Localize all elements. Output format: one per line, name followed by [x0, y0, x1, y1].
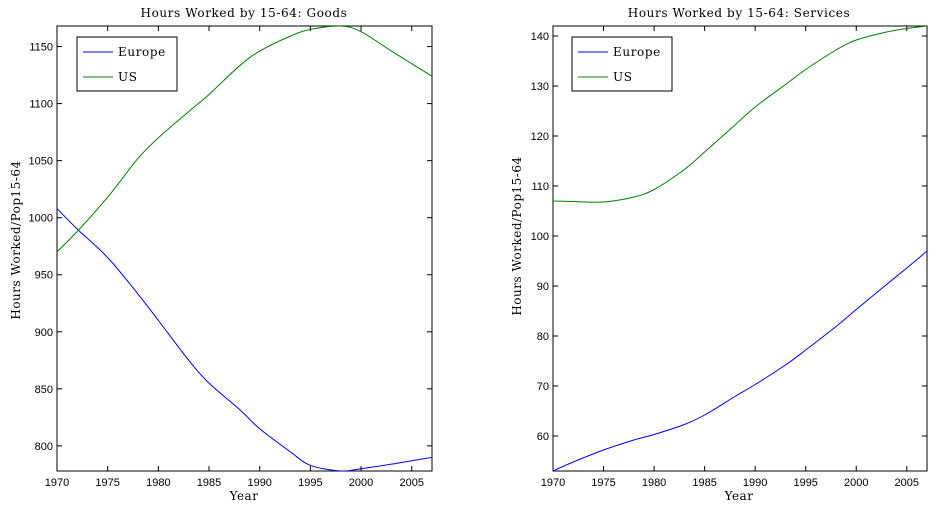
services-y-axis-label: Hours Worked/Pop15-64 — [510, 156, 524, 315]
services-y-tick-label: 80 — [537, 331, 549, 343]
goods-y-tick-label: 800 — [35, 441, 53, 453]
services-x-axis-label: Year — [724, 489, 754, 503]
services-x-tick-label: 1990 — [743, 477, 767, 489]
services-x-tick-label: 2005 — [895, 477, 919, 489]
services-legend-label-us: US — [613, 70, 633, 84]
goods-y-axis-label: Hours Worked/Pop15-64 — [9, 160, 23, 319]
goods-x-tick-label: 1980 — [146, 477, 170, 489]
goods-x-tick-label: 1985 — [197, 477, 221, 489]
services-y-tick-label: 140 — [531, 31, 549, 43]
goods-x-tick-label: 1970 — [45, 477, 69, 489]
goods-y-tick-label: 1100 — [29, 99, 53, 111]
services-y-tick-label: 120 — [531, 131, 549, 143]
services-legend-box — [571, 36, 673, 92]
services-x-tick-label: 1980 — [642, 477, 666, 489]
goods-legend-box — [76, 36, 178, 92]
goods-x-tick-label: 2000 — [349, 477, 373, 489]
goods-y-tick-label: 950 — [35, 270, 53, 282]
services-y-tick-label: 100 — [531, 231, 549, 243]
goods-chart-panel: Hours Worked by 15-64: Goods Year Hours … — [9, 6, 433, 503]
services-y-tick-label: 70 — [537, 381, 549, 393]
services-y-tick-label: 90 — [537, 281, 549, 293]
services-y-tick-label: 60 — [537, 431, 549, 443]
services-legend-label-europe: Europe — [613, 45, 661, 59]
services-x-tick-label: 1975 — [591, 477, 615, 489]
goods-x-tick-label: 1995 — [298, 477, 322, 489]
services-series-line-us — [553, 26, 927, 203]
services-y-tick-label: 110 — [531, 181, 549, 193]
goods-x-tick-label: 2005 — [399, 477, 423, 489]
goods-series-line-europe — [57, 208, 432, 471]
goods-y-tick-label: 850 — [35, 384, 53, 396]
services-y-tick-label: 130 — [531, 81, 549, 93]
services-x-tick-label: 2000 — [844, 477, 868, 489]
services-chart-title: Hours Worked by 15-64: Services — [628, 6, 850, 20]
goods-chart-title: Hours Worked by 15-64: Goods — [141, 6, 348, 20]
goods-x-axis-label: Year — [229, 489, 259, 503]
services-chart-panel: Hours Worked by 15-64: Services Year Hou… — [510, 6, 928, 503]
goods-plot-frame — [56, 25, 433, 472]
goods-y-tick-label: 1050 — [29, 156, 53, 168]
goods-x-tick-label: 1975 — [95, 477, 119, 489]
goods-x-tick-label: 1990 — [247, 477, 271, 489]
goods-y-tick-label: 900 — [35, 327, 53, 339]
goods-legend-label-europe: Europe — [118, 45, 166, 59]
services-x-tick-label: 1970 — [541, 477, 565, 489]
services-x-tick-label: 1995 — [793, 477, 817, 489]
goods-series-line-us — [57, 26, 432, 253]
services-plot-frame — [552, 25, 928, 472]
goods-y-tick-label: 1000 — [29, 213, 53, 225]
services-series-line-europe — [553, 250, 927, 471]
services-x-tick-label: 1985 — [692, 477, 716, 489]
goods-legend-label-us: US — [118, 70, 138, 84]
goods-y-tick-label: 1150 — [29, 42, 53, 54]
